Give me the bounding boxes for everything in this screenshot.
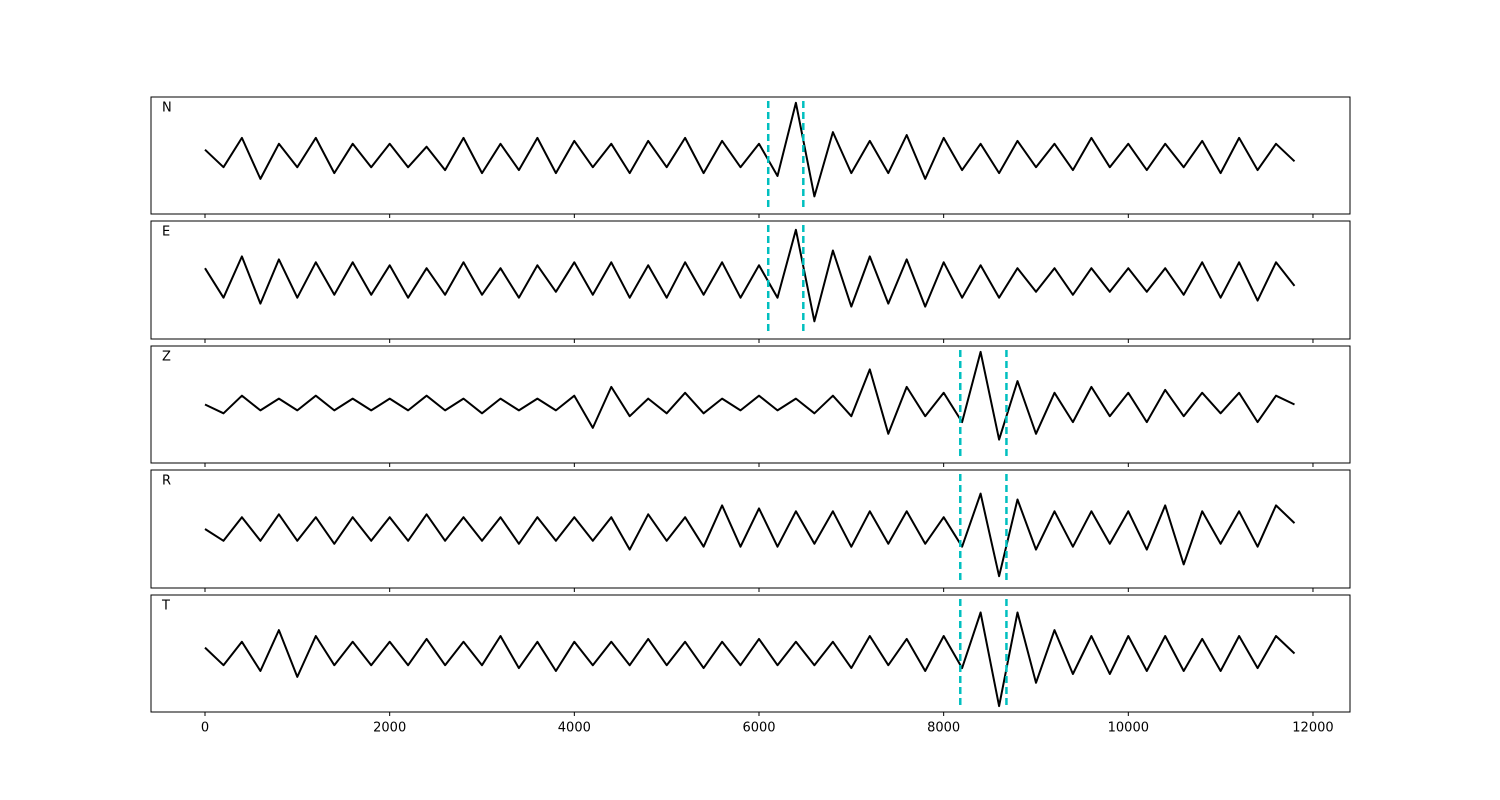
x-tick-label: 12000: [1292, 721, 1333, 736]
waveform: [204, 101, 1296, 198]
panel-label: E: [162, 225, 170, 240]
panel-label: R: [162, 474, 171, 489]
waveform: [204, 228, 1296, 323]
panel-label: N: [162, 101, 172, 116]
panel-frame: [150, 594, 1351, 713]
x-tick-label: 6000: [742, 721, 775, 736]
panel-frame: [150, 220, 1351, 340]
panel-label: Z: [162, 350, 171, 365]
waveform: [204, 350, 1295, 441]
panel-frame: [150, 345, 1351, 464]
panel-frame: [150, 96, 1351, 215]
x-tick-label: 0: [201, 721, 209, 736]
x-tick-label: 10000: [1108, 721, 1149, 736]
x-tick-label: 8000: [927, 721, 960, 736]
waveform: [204, 611, 1296, 708]
x-tick-label: 4000: [558, 721, 591, 736]
panel-label: T: [161, 599, 170, 614]
panel-frame: [150, 469, 1351, 589]
waveform: [204, 492, 1296, 578]
x-tick-label: 2000: [373, 721, 406, 736]
